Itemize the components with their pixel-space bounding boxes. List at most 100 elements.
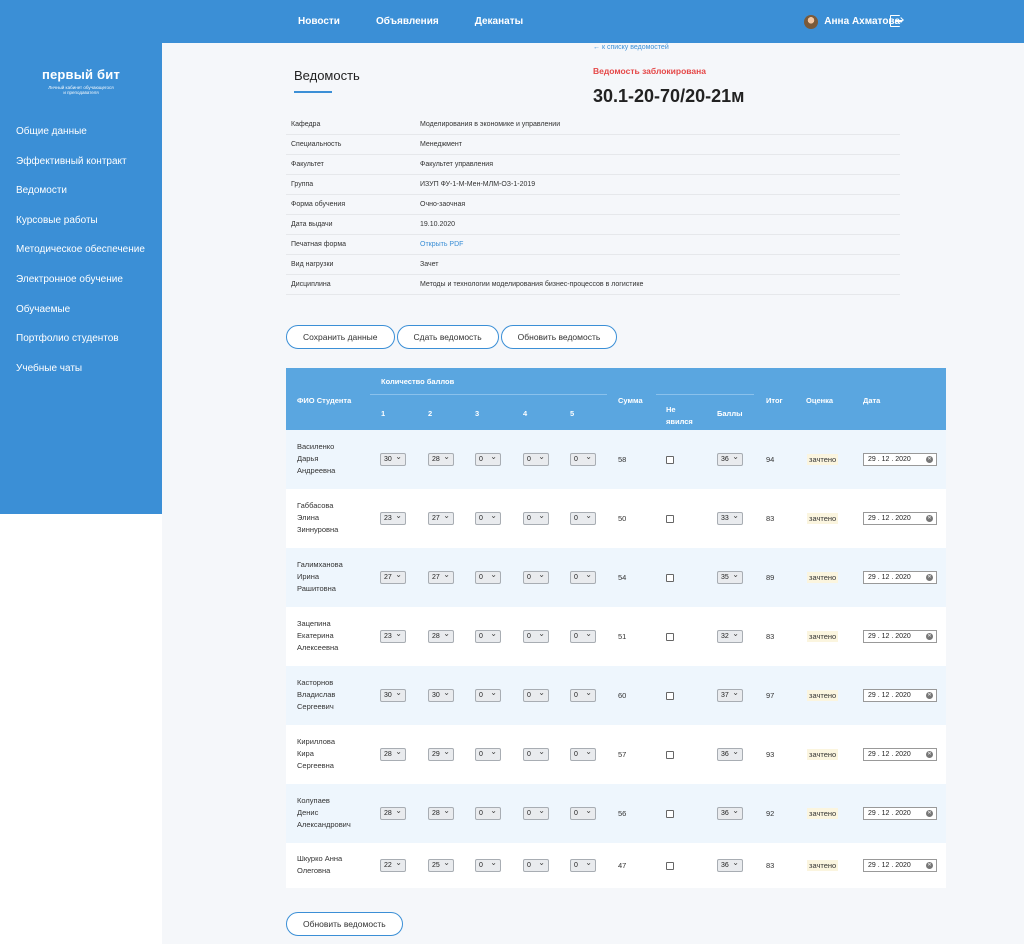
score-select-5[interactable]: 0 xyxy=(570,805,596,820)
score-select-4[interactable]: 0 xyxy=(523,805,549,820)
clear-icon[interactable]: ✕ xyxy=(926,633,933,640)
points-select[interactable]: 36 xyxy=(717,857,743,872)
score-select-2[interactable]: 25 xyxy=(428,857,454,872)
score-select-4[interactable]: 0 xyxy=(523,857,549,872)
score-select-1[interactable]: 30 xyxy=(380,687,406,702)
date-input[interactable]: 29 . 12 . 2020 ✕ xyxy=(863,807,937,820)
clear-icon[interactable]: ✕ xyxy=(926,515,933,522)
points-select[interactable]: 33 xyxy=(717,510,743,525)
open-pdf-link[interactable]: Открыть PDF xyxy=(420,241,464,248)
score-select-2[interactable]: 30 xyxy=(428,687,454,702)
clear-icon[interactable]: ✕ xyxy=(926,692,933,699)
score-select-1[interactable]: 28 xyxy=(380,746,406,761)
score-select-4[interactable]: 0 xyxy=(523,451,549,466)
user-name[interactable]: Анна Ахматова xyxy=(824,16,900,27)
logout-icon[interactable] xyxy=(890,15,902,27)
score-select-3[interactable]: 0 xyxy=(475,687,501,702)
score-select-5[interactable]: 0 xyxy=(570,569,596,584)
score-select-5[interactable]: 0 xyxy=(570,628,596,643)
nav-announcements[interactable]: Объявления xyxy=(375,16,439,27)
score-select-5[interactable]: 0 xyxy=(570,857,596,872)
info-label: Специальность xyxy=(291,141,342,148)
score-select-3[interactable]: 0 xyxy=(475,746,501,761)
points-select[interactable]: 36 xyxy=(717,805,743,820)
save-data-button[interactable]: Сохранить данные xyxy=(286,325,395,349)
sidebar-item-general[interactable]: Общие данные xyxy=(16,126,87,137)
score-select-5[interactable]: 0 xyxy=(570,451,596,466)
absent-checkbox[interactable] xyxy=(666,810,674,818)
date-input[interactable]: 29 . 12 . 2020 ✕ xyxy=(863,859,937,872)
sidebar-item-coursework[interactable]: Курсовые работы xyxy=(16,214,98,226)
score-select-3[interactable]: 0 xyxy=(475,510,501,525)
date-input[interactable]: 29 . 12 . 2020 ✕ xyxy=(863,571,937,584)
score-select-3[interactable]: 0 xyxy=(475,805,501,820)
score-select-1[interactable]: 23 xyxy=(380,510,406,525)
score-select-1[interactable]: 28 xyxy=(380,805,406,820)
date-input[interactable]: 29 . 12 . 2020 ✕ xyxy=(863,512,937,525)
nav-news[interactable]: Новости xyxy=(298,16,340,27)
score-select-2[interactable]: 28 xyxy=(428,451,454,466)
score-select-2[interactable]: 28 xyxy=(428,805,454,820)
sidebar-item-portfolio[interactable]: Портфолио студентов xyxy=(16,333,119,345)
points-select[interactable]: 35 xyxy=(717,569,743,584)
user-menu[interactable]: Анна Ахматова xyxy=(804,0,1024,43)
points-select[interactable]: 37 xyxy=(717,687,743,702)
date-input[interactable]: 29 . 12 . 2020 ✕ xyxy=(863,748,937,761)
absent-checkbox[interactable] xyxy=(666,692,674,700)
back-to-sheets-link[interactable]: ← к списку ведомостей xyxy=(593,44,669,51)
clear-icon[interactable]: ✕ xyxy=(926,456,933,463)
clear-icon[interactable]: ✕ xyxy=(926,574,933,581)
header-col-1: 1 xyxy=(381,409,386,418)
nav-deans[interactable]: Деканаты xyxy=(474,16,524,27)
score-select-3[interactable]: 0 xyxy=(475,451,501,466)
sidebar-item-contract[interactable]: Эффективный контракт xyxy=(16,155,127,167)
sidebar-item-methodical[interactable]: Методическое обеспечение xyxy=(16,244,145,256)
points-select[interactable]: 36 xyxy=(717,746,743,761)
name-line: Габбасова xyxy=(297,501,334,510)
date-input[interactable]: 29 . 12 . 2020 ✕ xyxy=(863,453,937,466)
score-select-4[interactable]: 0 xyxy=(523,746,549,761)
score-select-2[interactable]: 28 xyxy=(428,628,454,643)
clear-icon[interactable]: ✕ xyxy=(926,862,933,869)
score-select-2[interactable]: 27 xyxy=(428,569,454,584)
avatar[interactable] xyxy=(804,14,819,29)
score-select-4[interactable]: 0 xyxy=(523,510,549,525)
score-select-5[interactable]: 0 xyxy=(570,510,596,525)
refresh-sheet-button[interactable]: Обновить ведомость xyxy=(500,325,618,349)
score-select-4[interactable]: 0 xyxy=(523,628,549,643)
date-input[interactable]: 29 . 12 . 2020 ✕ xyxy=(863,630,937,643)
sidebar-item-elearning[interactable]: Электронное обучение xyxy=(16,273,123,285)
score-select-3[interactable]: 0 xyxy=(475,857,501,872)
score-select-1[interactable]: 22 xyxy=(380,857,406,872)
name-line: Олеговна xyxy=(297,866,331,875)
sidebar-item-students[interactable]: Обучаемые xyxy=(16,303,71,315)
points-select[interactable]: 32 xyxy=(717,628,743,643)
refresh-sheet-bottom-button[interactable]: Обновить ведомость xyxy=(286,912,403,936)
submit-sheet-button[interactable]: Сдать ведомость xyxy=(396,325,499,349)
absent-checkbox[interactable] xyxy=(666,515,674,523)
score-select-2[interactable]: 29 xyxy=(428,746,454,761)
score-select-3[interactable]: 0 xyxy=(475,628,501,643)
absent-checkbox[interactable] xyxy=(666,456,674,464)
score-select-4[interactable]: 0 xyxy=(523,687,549,702)
sum-value: 50 xyxy=(618,514,627,523)
absent-checkbox[interactable] xyxy=(666,751,674,759)
score-select-5[interactable]: 0 xyxy=(570,687,596,702)
absent-checkbox[interactable] xyxy=(666,574,674,582)
score-select-2[interactable]: 27 xyxy=(428,510,454,525)
top-nav: Новости Объявления Деканаты xyxy=(280,0,541,43)
score-select-5[interactable]: 0 xyxy=(570,746,596,761)
points-select[interactable]: 36 xyxy=(717,451,743,466)
score-select-4[interactable]: 0 xyxy=(523,569,549,584)
score-select-1[interactable]: 23 xyxy=(380,628,406,643)
score-select-3[interactable]: 0 xyxy=(475,569,501,584)
clear-icon[interactable]: ✕ xyxy=(926,751,933,758)
clear-icon[interactable]: ✕ xyxy=(926,810,933,817)
sidebar-item-chats[interactable]: Учебные чаты xyxy=(16,362,83,374)
score-select-1[interactable]: 27 xyxy=(380,569,406,584)
absent-checkbox[interactable] xyxy=(666,862,674,870)
sidebar-item-sheets[interactable]: Ведомости xyxy=(16,185,68,197)
date-input[interactable]: 29 . 12 . 2020 ✕ xyxy=(863,689,937,702)
absent-checkbox[interactable] xyxy=(666,633,674,641)
score-select-1[interactable]: 30 xyxy=(380,451,406,466)
